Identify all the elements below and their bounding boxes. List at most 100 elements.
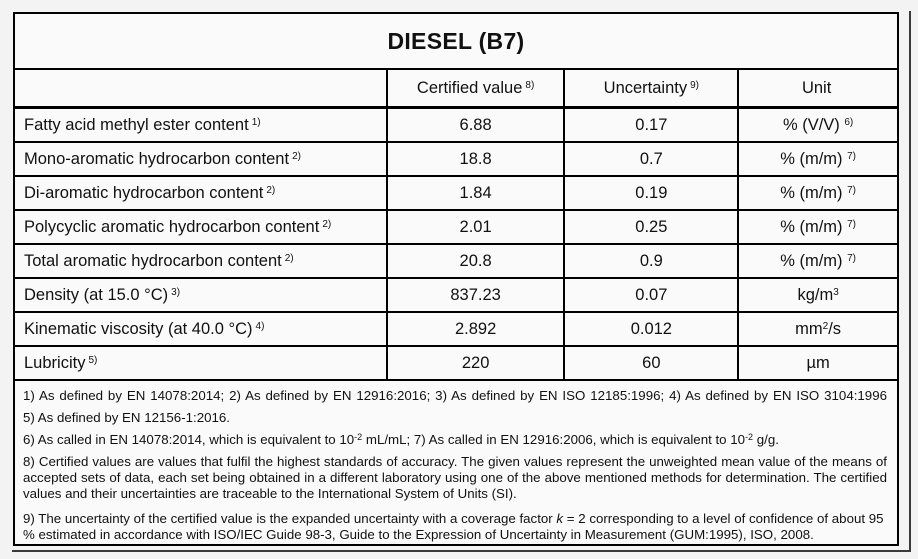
header-row: Certified value 8) Uncertainty 9) Unit [15, 70, 897, 109]
uncertainty-cell: 0.25 [563, 210, 739, 245]
unit-cell: % (m/m) 7) [737, 142, 897, 177]
unit-label: % (V/V) [782, 115, 845, 134]
page-edge-right [909, 11, 911, 552]
footnote: 9) The uncertainty of the certified valu… [23, 511, 887, 543]
property-cell: Total aromatic hydrocarbon content 2) [15, 244, 387, 279]
property-cell: Density (at 15.0 °C) 3) [15, 278, 387, 313]
property-cell: Lubricity 5) [15, 346, 387, 381]
certified-value-cell: 837.23 [385, 278, 565, 313]
unit-label: kg/m [797, 285, 834, 304]
table-row: Di-aromatic hydrocarbon content 2) 1.84 0… [15, 176, 897, 211]
uncertainty-cell: 0.7 [563, 142, 739, 177]
table-row: Total aromatic hydrocarbon content 2) 20.… [15, 244, 897, 279]
unit-superscript: 7) [847, 218, 857, 230]
footnote-text: = 2 corresponding to a level of confiden… [23, 511, 884, 542]
column-header-certified-value: Certified value 8) [385, 70, 565, 109]
property-label: Kinematic viscosity (at 40.0 °C) [24, 319, 253, 338]
property-label: Fatty acid methyl ester content [24, 115, 249, 134]
certified-value-cell: 20.8 [385, 244, 565, 279]
footnote-text: 6) As called in EN 14078:2014, which is … [23, 432, 355, 447]
property-cell: Di-aromatic hydrocarbon content 2) [15, 176, 387, 211]
unit-cell: % (V/V) 6) [737, 107, 897, 143]
table-row: Fatty acid methyl ester content 1) 6.88 0… [15, 107, 897, 143]
footnote-marker: 2) [322, 218, 332, 230]
footnote-marker: 4) [255, 320, 265, 332]
property-label: Di-aromatic hydrocarbon content [24, 183, 264, 202]
property-label: Density (at 15.0 °C) [24, 285, 169, 304]
footnote-marker: 5) [88, 354, 98, 366]
unit-superscript: 7) [847, 184, 857, 196]
uncertainty-cell: 0.07 [563, 278, 739, 313]
footnote-marker: 2) [284, 252, 294, 264]
property-label: Polycyclic aromatic hydrocarbon content [24, 217, 320, 236]
footnote-marker: 1) [251, 116, 261, 128]
unit-cell: mm2/s [737, 312, 897, 347]
footnote-text: 5) As defined by EN 12156-1:2016. [23, 410, 230, 425]
footnote-marker: 8) [525, 79, 535, 91]
table-row: Lubricity 5) 220 60 µm [15, 346, 897, 381]
unit-superscript: 7) [847, 150, 857, 162]
property-cell: Polycyclic aromatic hydrocarbon content 2… [15, 210, 387, 245]
column-header-unit: Unit [737, 70, 897, 109]
uncertainty-cell: 0.19 [563, 176, 739, 211]
unit-label: % (m/m) [780, 149, 848, 168]
table-row: Mono-aromatic hydrocarbon content 2) 18.8… [15, 142, 897, 177]
unit-cell: % (m/m) 7) [737, 244, 897, 279]
property-cell: Fatty acid methyl ester content 1) [15, 107, 387, 143]
footnote-marker: 3) [171, 286, 181, 298]
table-row: Polycyclic aromatic hydrocarbon content 2… [15, 210, 897, 245]
uncertainty-cell: 60 [563, 346, 739, 381]
footnote-marker: 2) [292, 150, 301, 162]
footnote: 6) As called in EN 14078:2014, which is … [23, 432, 887, 448]
property-label: Lubricity [24, 353, 86, 372]
unit-label: % (m/m) [780, 217, 848, 236]
column-header-label: Unit [801, 78, 832, 97]
unit-label: mm [795, 319, 823, 338]
unit-label-suffix: /s [828, 319, 842, 338]
certified-value-cell: 6.88 [385, 107, 565, 143]
certified-values-table: Certified value 8) Uncertainty 9) Unit Fat… [15, 70, 897, 381]
footnote: 1) As defined by EN 14078:2014; 2) As de… [23, 388, 887, 404]
unit-label: % (m/m) [780, 183, 848, 202]
column-header-uncertainty: Uncertainty 9) [563, 70, 739, 109]
uncertainty-cell: 0.17 [563, 107, 739, 143]
footnote-marker: 2) [266, 184, 276, 196]
footnote-text: mL/mL; 7) As called in EN 12916:2006, wh… [362, 432, 746, 447]
property-label: Mono-aromatic hydrocarbon content [24, 149, 290, 168]
certified-value-cell: 220 [385, 346, 565, 381]
certified-value-cell: 18.8 [385, 142, 565, 177]
footnote-text: 8) Certified values are values that fulf… [23, 454, 887, 501]
footnote-text: k [556, 511, 564, 526]
unit-cell: kg/m3 [737, 278, 897, 313]
certified-value-cell: 1.84 [385, 176, 565, 211]
unit-label: µm [806, 353, 830, 372]
footnote: 8) Certified values are values that fulf… [23, 454, 887, 502]
uncertainty-cell: 0.012 [563, 312, 739, 347]
unit-superscript: 2 [822, 320, 829, 332]
table-row: Kinematic viscosity (at 40.0 °C) 4) 2.892… [15, 312, 897, 347]
column-header-blank [15, 70, 387, 109]
unit-superscript: 7) [847, 252, 857, 264]
certificate-box: DIESEL (B7) Certified value 8) Uncertaint… [13, 12, 899, 546]
footnote: 5) As defined by EN 12156-1:2016. [23, 410, 887, 426]
unit-cell: % (m/m) 7) [737, 210, 897, 245]
unit-superscript: 6) [844, 116, 854, 128]
footnote-superscript: -2 [745, 432, 754, 442]
unit-cell: % (m/m) 7) [737, 176, 897, 211]
footnote-marker: 9) [690, 79, 700, 91]
unit-superscript: 3 [833, 286, 839, 298]
document-title: DIESEL (B7) [387, 27, 525, 54]
table-body: Fatty acid methyl ester content 1) 6.88 0… [15, 107, 897, 381]
column-header-label: Uncertainty [603, 78, 688, 97]
footnote-text: 1) As defined by EN 14078:2014; 2) As de… [23, 388, 887, 403]
table-row: Density (at 15.0 °C) 3) 837.23 0.07 kg/m3 [15, 278, 897, 313]
footnote-text: g/g. [753, 432, 779, 447]
property-cell: Kinematic viscosity (at 40.0 °C) 4) [15, 312, 387, 347]
footnotes: 1) As defined by EN 14078:2014; 2) As de… [15, 381, 897, 544]
column-header-label: Certified value [416, 78, 523, 97]
property-label: Total aromatic hydrocarbon content [24, 251, 282, 270]
certified-value-cell: 2.01 [385, 210, 565, 245]
uncertainty-cell: 0.9 [563, 244, 739, 279]
certified-value-cell: 2.892 [385, 312, 565, 347]
